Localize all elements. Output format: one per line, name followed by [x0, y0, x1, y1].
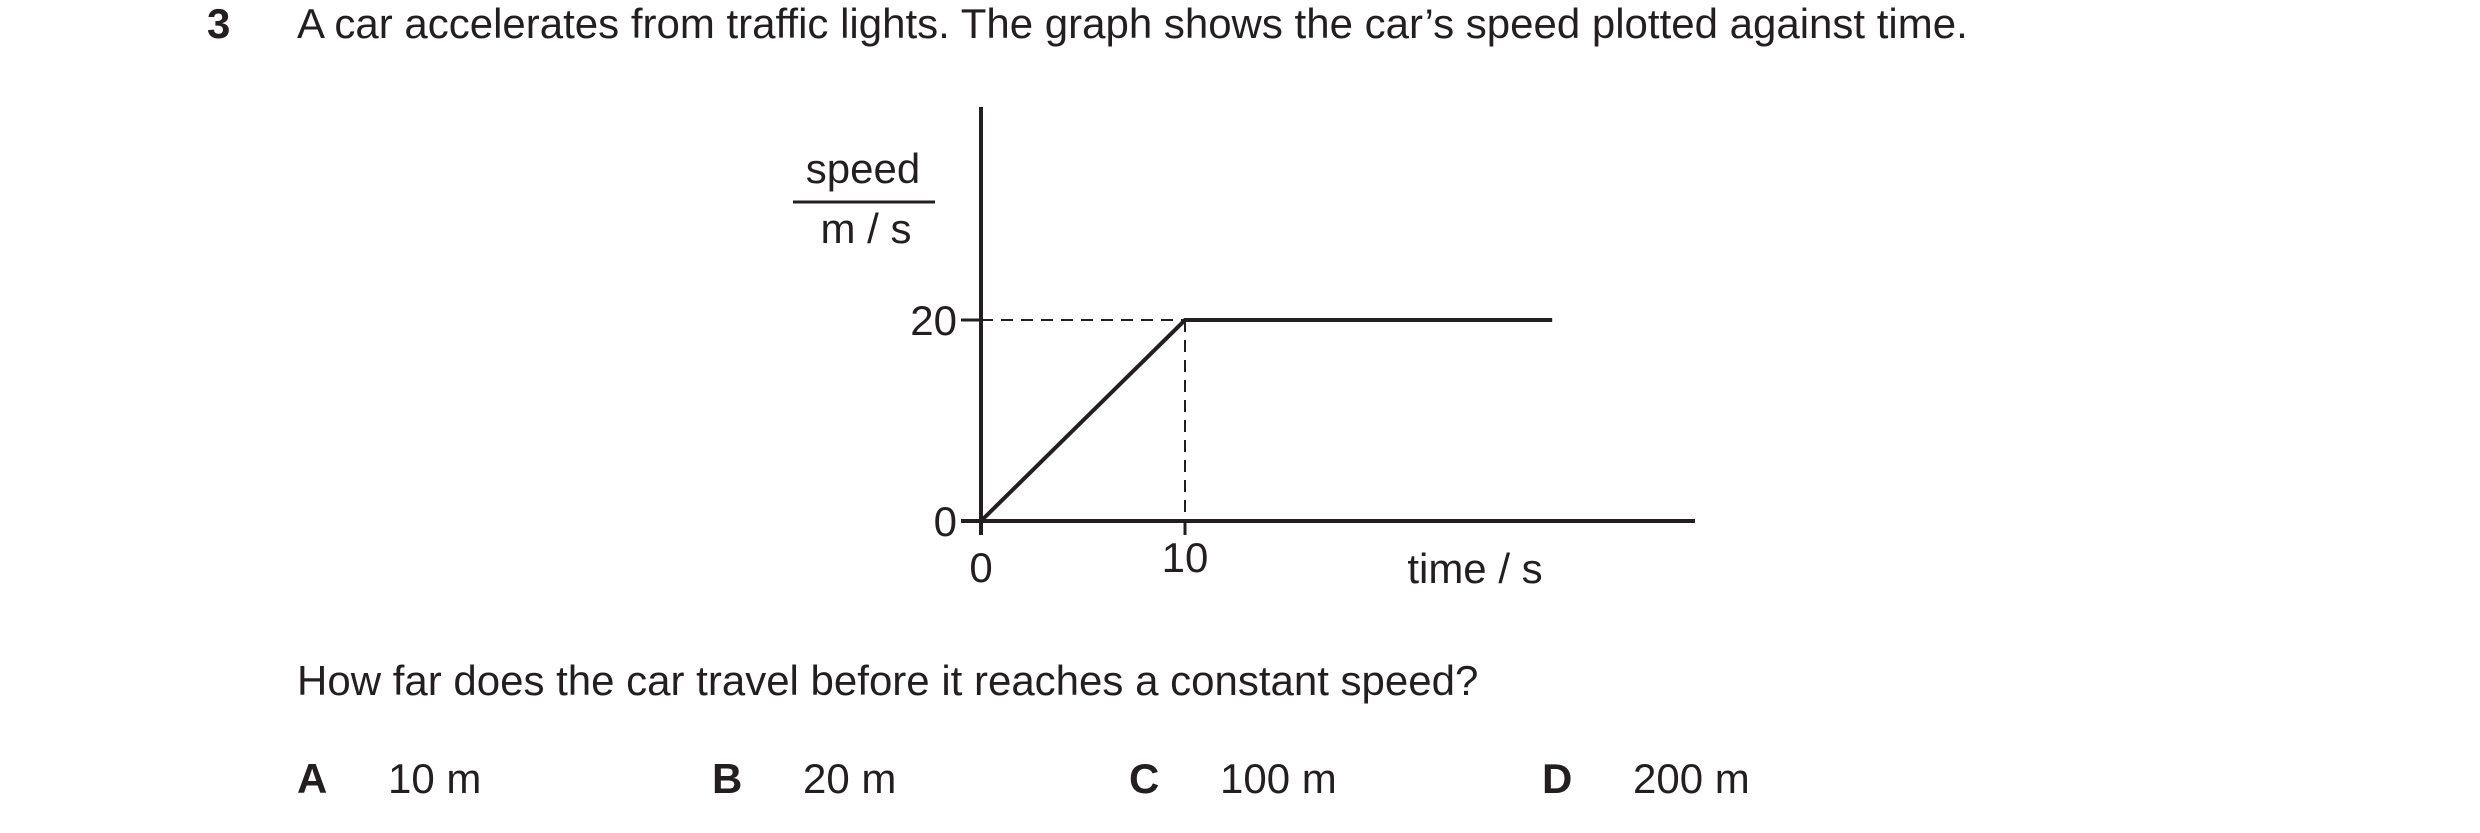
option-letter: A — [297, 755, 327, 802]
y-tick-label: 0 — [934, 498, 957, 545]
option-letter: C — [1129, 755, 1159, 802]
question-prompt: How far does the car travel before it re… — [297, 657, 1478, 704]
option-text: 20 m — [803, 755, 896, 802]
question-intro: A car accelerates from traffic lights. T… — [297, 0, 1968, 47]
option-letter: D — [1542, 755, 1572, 802]
speed-line — [979, 318, 1553, 523]
x-tick-label: 10 — [1162, 534, 1209, 581]
x-tick-label: 0 — [969, 544, 992, 591]
option-text: 100 m — [1220, 755, 1337, 802]
options: A 10 m B 20 m C 100 m D 200 m — [297, 755, 1750, 802]
option-text: 200 m — [1633, 755, 1750, 802]
y-axis-unit: m / s — [821, 205, 912, 252]
option-text: 10 m — [388, 755, 481, 802]
x-axis-label: time / s — [1407, 545, 1542, 592]
y-axis-label: speed — [806, 145, 920, 192]
y-tick-label: 20 — [910, 297, 957, 344]
question-number: 3 — [207, 0, 230, 47]
option-letter: B — [712, 755, 742, 802]
chart: 0 20 0 10 — [910, 107, 1695, 591]
